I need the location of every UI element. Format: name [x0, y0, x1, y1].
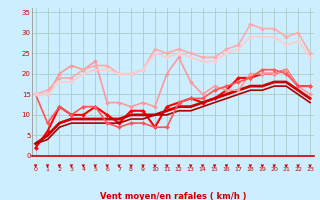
X-axis label: Vent moyen/en rafales ( km/h ): Vent moyen/en rafales ( km/h ) — [100, 192, 246, 200]
